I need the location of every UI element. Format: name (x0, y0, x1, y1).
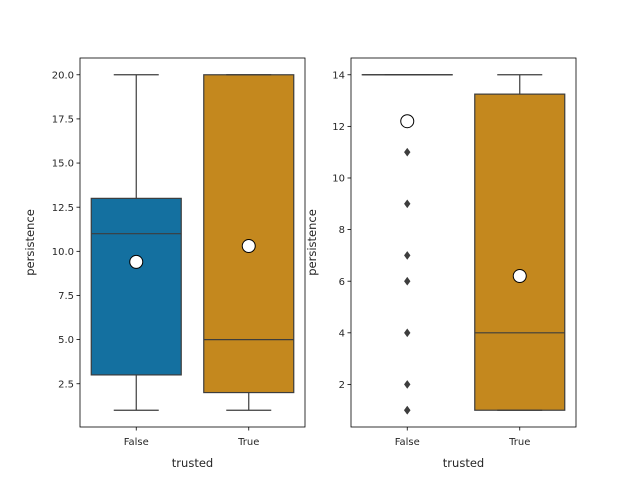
box-body (203, 74, 295, 394)
y-tick-label: 10 (332, 174, 345, 185)
y-tick-label: 17.5 (52, 115, 74, 126)
mean-marker (400, 114, 415, 129)
mean-marker (241, 239, 256, 254)
outlier-point (404, 405, 411, 415)
y-tick-label: 2 (339, 380, 345, 391)
axes-frame (79, 57, 306, 428)
mean-marker (512, 269, 527, 284)
box-false (90, 74, 182, 411)
x-axis-label: trusted (172, 456, 213, 470)
y-tick-label: 12.5 (52, 203, 74, 214)
outlier-point (404, 328, 411, 338)
outlier-point (404, 147, 411, 157)
outlier-point (404, 251, 411, 260)
y-tick-label: 15.0 (52, 159, 74, 170)
box-body (90, 197, 182, 376)
y-tick-label: 10.0 (52, 247, 74, 258)
x-tick-label: False (124, 437, 149, 448)
box-true (203, 74, 295, 411)
axes-frame (350, 57, 577, 428)
y-tick-label: 2.5 (58, 379, 74, 390)
y-tick-label: 6 (339, 277, 345, 288)
x-tick-label: False (395, 437, 420, 448)
y-tick-label: 7.5 (58, 291, 74, 302)
outlier-point (404, 199, 411, 209)
box-body (474, 93, 566, 411)
y-tick-label: 20.0 (52, 70, 74, 81)
y-axis-label: persistence (305, 209, 319, 276)
x-tick-label: True (508, 437, 530, 448)
y-tick-label: 12 (332, 122, 345, 133)
mean-marker (129, 254, 144, 269)
y-tick-label: 5.0 (58, 335, 74, 346)
subplot-left: 2.5 5.0 7.5 10.0 12.5 15.0 17.5 20.0 False True tr… (23, 57, 306, 470)
y-tick-label: 4 (339, 328, 345, 339)
x-axis-label: trusted (443, 456, 484, 470)
subplot-right: 2 4 6 8 10 12 14 False True trusted persistence (305, 57, 577, 470)
y-axis-label: persistence (23, 209, 37, 276)
outlier-point (404, 276, 411, 286)
x-tick-label: True (237, 437, 259, 448)
box-true (474, 74, 566, 411)
y-tick-label: 14 (332, 70, 345, 81)
outlier-point (404, 380, 411, 389)
y-tick-label: 8 (339, 225, 345, 236)
box-false (361, 74, 453, 415)
